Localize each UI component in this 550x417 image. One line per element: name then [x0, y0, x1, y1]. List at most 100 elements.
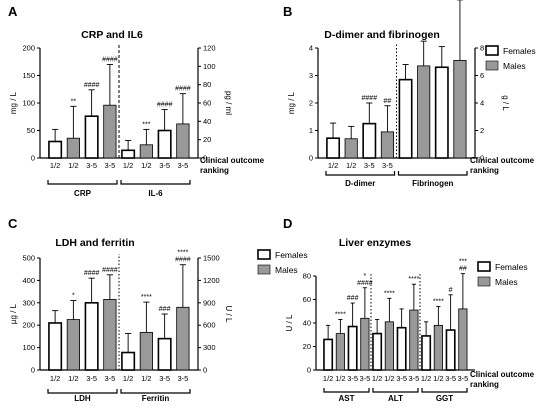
panel-title: CRP and IL6 [81, 29, 143, 41]
y-tick-label: 2 [309, 99, 313, 108]
y2-axis-label: U / L [224, 306, 233, 323]
panel-label: C [8, 216, 18, 231]
y-tick-label: 0 [309, 154, 313, 163]
y-axis-label: µg / L [9, 303, 18, 324]
x-tick-label: 3-5 [104, 374, 115, 383]
y-tick-label: 50 [27, 126, 35, 135]
x-tick-label: 3-5 [104, 161, 115, 170]
legend-label: Females [275, 250, 308, 260]
y-tick-label: 200 [22, 44, 35, 53]
bar [48, 322, 63, 371]
panel-B: B D-dimer and fibrinogen 0 1 2 3 4 mg / L 0 2 4 6 8 g… [283, 0, 536, 188]
bar [347, 325, 358, 371]
bar [433, 324, 443, 371]
x-tick-label: 1/2 [384, 374, 394, 383]
legend-label: Females [495, 262, 528, 272]
group-label: IL-6 [148, 189, 163, 198]
y-tick-label: 60 [303, 295, 311, 304]
bar [157, 129, 172, 159]
significance-marker: ## [384, 98, 392, 105]
outcome-label: ranking [470, 166, 499, 175]
bar [396, 326, 407, 371]
y2-tick-label: 1500 [203, 254, 220, 263]
bar [103, 104, 117, 159]
significance-marker: ### [159, 306, 171, 313]
panel-label: B [283, 4, 292, 19]
x-tick-label: 1/2 [123, 374, 133, 383]
panel-title: LDH and ferritin [55, 237, 134, 249]
group-label: LDH [74, 394, 91, 403]
significance-marker: **** [408, 276, 419, 283]
group-bracket [120, 389, 191, 394]
y-tick-label: 40 [303, 319, 311, 328]
bar [421, 335, 432, 371]
significance-marker: **** [177, 250, 188, 257]
outcome-label: ranking [200, 166, 229, 175]
x-tick-label: 1/2 [123, 161, 133, 170]
x-tick-label: 1/2 [372, 374, 382, 383]
y-tick-label: 100 [22, 343, 35, 352]
bar [176, 123, 190, 159]
group-label: AST [339, 394, 355, 403]
bar [384, 321, 394, 371]
y-tick-label: 400 [22, 276, 35, 285]
significance-marker: #### [175, 86, 191, 93]
x-tick-label: 1/2 [328, 161, 338, 170]
group-label: Fibrinogen [412, 179, 453, 188]
outcome-label: ranking [470, 380, 499, 389]
x-tick-label: 3-5 [159, 374, 170, 383]
x-tick-label: 1/2 [50, 161, 60, 170]
bar [66, 137, 80, 159]
bar [335, 333, 345, 371]
significance-marker: #### [362, 95, 378, 102]
legend-swatch [257, 264, 271, 275]
x-tick-label: 3-5 [86, 374, 97, 383]
y2-tick-label: 4 [480, 99, 484, 108]
y2-axis-label: g / L [501, 95, 510, 111]
y2-tick-label: 120 [203, 44, 216, 53]
x-tick-label: 3-5 [457, 374, 468, 383]
x-tick-label: 1/2 [421, 374, 431, 383]
significance-marker: * [72, 293, 75, 300]
panel-label: D [283, 216, 292, 231]
y2-tick-label: 100 [203, 62, 216, 71]
bar [360, 317, 370, 371]
group-label: Ferritin [142, 394, 170, 403]
significance-marker: #### [102, 57, 118, 64]
y2-tick-label: 900 [203, 298, 216, 307]
y2-tick-label: 80 [203, 80, 211, 89]
significance-marker: # [449, 287, 453, 294]
bar [362, 122, 377, 159]
y-axis-label: U / L [285, 314, 294, 331]
bar [48, 140, 63, 159]
bar [121, 149, 136, 159]
y-tick-label: 150 [22, 71, 35, 80]
bar [84, 115, 99, 159]
y-tick-label: 20 [303, 342, 311, 351]
y2-tick-label: 2 [480, 126, 484, 135]
legend-swatch [257, 249, 271, 260]
outcome-label: Clinical outcome [470, 370, 535, 379]
group-label: GGT [436, 394, 453, 403]
y2-tick-label: 0 [203, 154, 207, 163]
significance-marker: **** [384, 290, 395, 297]
significance-marker: #### [84, 270, 100, 277]
outcome-label: Clinical outcome [470, 156, 535, 165]
bar [434, 66, 449, 159]
group-label: D-dimer [345, 179, 375, 188]
significance-marker: #### [84, 82, 100, 89]
x-tick-label: 1/2 [433, 374, 443, 383]
outcome-label: Clinical outcome [200, 156, 265, 165]
legend-label: Males [503, 61, 526, 71]
legend-label: Males [275, 265, 298, 275]
y-tick-label: 100 [22, 99, 35, 108]
group-bracket [323, 388, 370, 393]
y2-tick-label: 20 [203, 135, 211, 144]
x-tick-label: 1/2 [335, 374, 345, 383]
bar [398, 78, 413, 159]
bar [344, 138, 358, 159]
bar [453, 59, 467, 159]
bar [380, 131, 394, 159]
